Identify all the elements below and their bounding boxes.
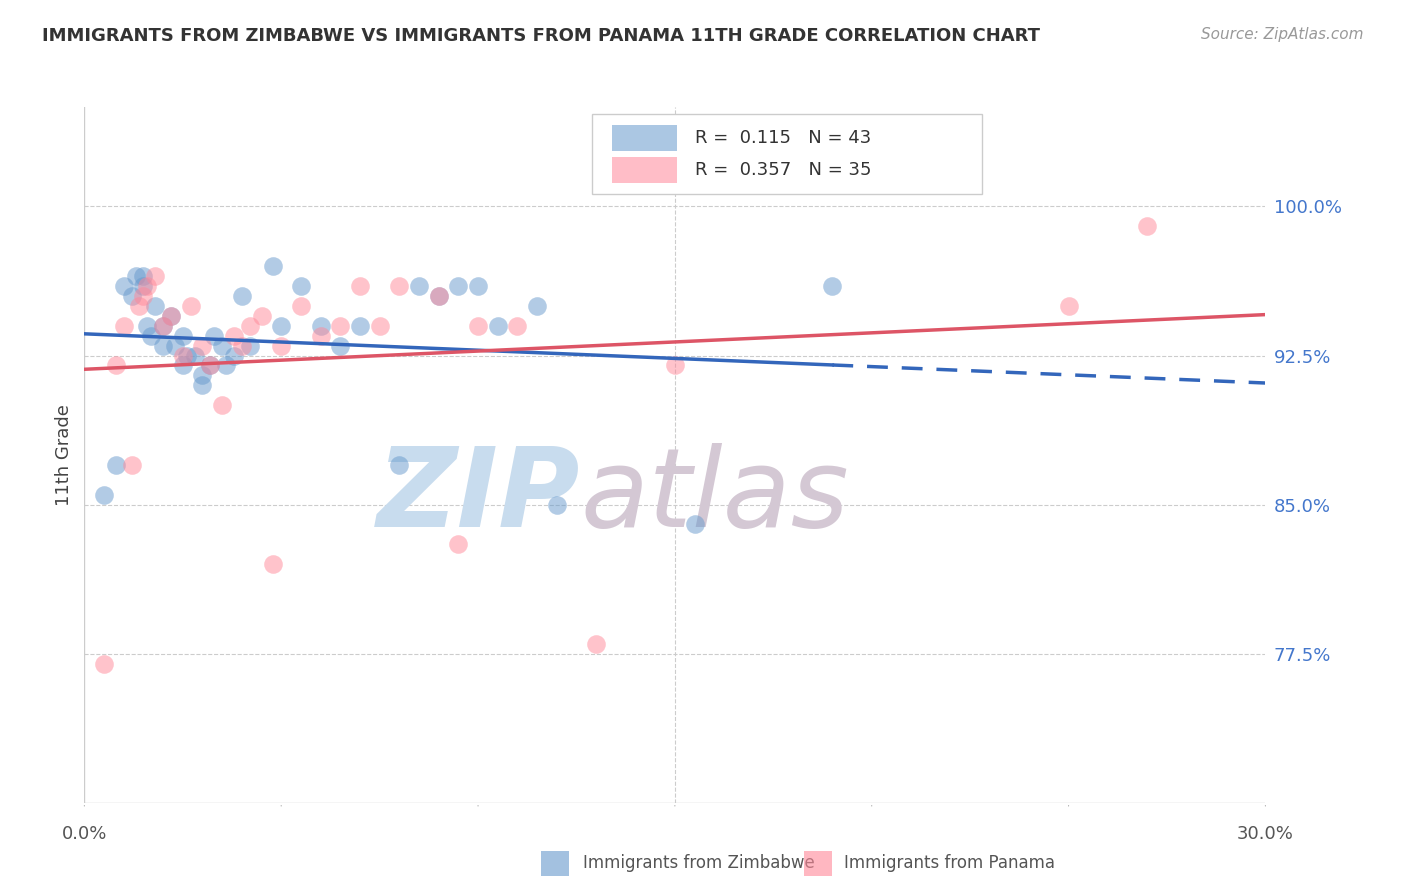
Point — [447, 279, 470, 293]
Text: R =  0.115   N = 43: R = 0.115 N = 43 — [695, 129, 872, 147]
Point — [172, 349, 194, 363]
Point — [349, 318, 371, 333]
Point — [467, 279, 489, 293]
Point — [211, 338, 233, 352]
Point — [191, 338, 214, 352]
Point — [191, 368, 214, 383]
Point — [447, 537, 470, 551]
Point — [388, 458, 411, 472]
Point — [309, 328, 332, 343]
Text: Source: ZipAtlas.com: Source: ZipAtlas.com — [1201, 27, 1364, 42]
Point — [368, 318, 391, 333]
Point — [112, 279, 135, 293]
Point — [132, 268, 155, 283]
Point — [152, 338, 174, 352]
Point — [200, 359, 222, 373]
Point — [329, 338, 352, 352]
Bar — [612, 157, 678, 183]
Text: atlas: atlas — [581, 443, 849, 550]
Point — [112, 318, 135, 333]
Point — [121, 289, 143, 303]
Text: Immigrants from Zimbabwe: Immigrants from Zimbabwe — [583, 855, 815, 872]
Point — [163, 338, 186, 352]
Point — [1136, 219, 1159, 234]
Point — [349, 279, 371, 293]
Point — [136, 318, 159, 333]
Point — [121, 458, 143, 472]
Point — [143, 299, 166, 313]
Point — [180, 299, 202, 313]
Point — [250, 309, 273, 323]
Point — [93, 657, 115, 671]
Point — [427, 289, 450, 303]
Text: R =  0.357   N = 35: R = 0.357 N = 35 — [695, 161, 872, 179]
Text: IMMIGRANTS FROM ZIMBABWE VS IMMIGRANTS FROM PANAMA 11TH GRADE CORRELATION CHART: IMMIGRANTS FROM ZIMBABWE VS IMMIGRANTS F… — [42, 27, 1040, 45]
FancyBboxPatch shape — [592, 114, 981, 194]
Point — [172, 328, 194, 343]
Point — [329, 318, 352, 333]
Point — [239, 338, 262, 352]
Point — [467, 318, 489, 333]
Point — [408, 279, 430, 293]
Point — [270, 338, 292, 352]
Point — [222, 328, 245, 343]
Point — [664, 359, 686, 373]
Point — [262, 259, 284, 273]
Point — [152, 318, 174, 333]
Point — [270, 318, 292, 333]
Point — [290, 279, 312, 293]
Point — [388, 279, 411, 293]
Point — [183, 349, 205, 363]
Text: Immigrants from Panama: Immigrants from Panama — [844, 855, 1054, 872]
Point — [124, 268, 146, 283]
Text: ZIP: ZIP — [377, 443, 581, 550]
Point — [309, 318, 332, 333]
Point — [427, 289, 450, 303]
Text: 0.0%: 0.0% — [62, 825, 107, 843]
Point — [585, 637, 607, 651]
Point — [176, 349, 198, 363]
Point — [200, 359, 222, 373]
Point — [160, 309, 183, 323]
Point — [546, 498, 568, 512]
Point — [128, 299, 150, 313]
Point — [141, 328, 163, 343]
Point — [132, 289, 155, 303]
Point — [202, 328, 225, 343]
Y-axis label: 11th Grade: 11th Grade — [55, 404, 73, 506]
Point — [104, 359, 127, 373]
Point — [152, 318, 174, 333]
Bar — [612, 125, 678, 151]
Point — [136, 279, 159, 293]
Point — [93, 488, 115, 502]
Point — [683, 517, 706, 532]
Text: 30.0%: 30.0% — [1237, 825, 1294, 843]
Point — [290, 299, 312, 313]
Point — [172, 359, 194, 373]
Point — [191, 378, 214, 392]
Point — [104, 458, 127, 472]
Point — [486, 318, 509, 333]
Point — [1057, 299, 1080, 313]
Point — [262, 558, 284, 572]
Point — [231, 289, 253, 303]
Point — [821, 279, 844, 293]
Point — [215, 359, 238, 373]
Point — [132, 279, 155, 293]
Point — [526, 299, 548, 313]
Point — [506, 318, 529, 333]
Point — [239, 318, 262, 333]
Point — [222, 349, 245, 363]
Point — [211, 398, 233, 412]
Point — [143, 268, 166, 283]
Point — [231, 338, 253, 352]
Point — [160, 309, 183, 323]
